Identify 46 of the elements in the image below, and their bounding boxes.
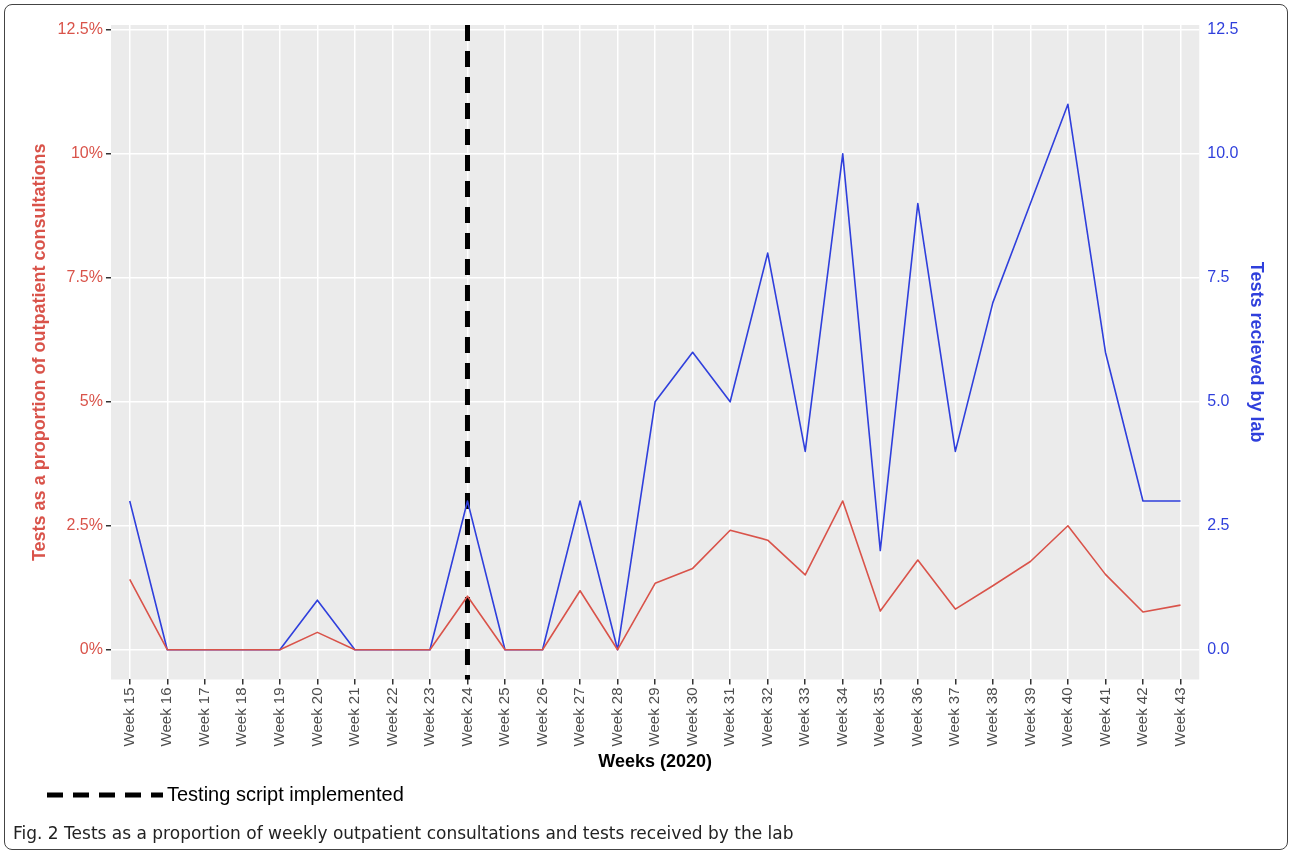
y-tick-label: 0% — [79, 640, 103, 658]
x-tick-label: Week 43 — [1170, 687, 1188, 747]
x-tick-label: Week 42 — [1133, 687, 1151, 747]
x-tick-label: Week 26 — [532, 687, 550, 747]
y2-tick-label: 0.0 — [1207, 640, 1230, 658]
x-tick-label: Week 27 — [570, 687, 588, 747]
x-tick-label: Week 34 — [832, 687, 850, 747]
x-tick-label: Week 36 — [907, 687, 925, 747]
x-tick-label: Week 41 — [1095, 687, 1113, 747]
x-tick-label: Week 25 — [495, 687, 513, 747]
y2-tick-label: 5.0 — [1207, 392, 1230, 410]
x-tick-label: Week 22 — [382, 687, 400, 747]
x-axis-title: Weeks (2020) — [598, 751, 712, 772]
x-tick-label: Week 23 — [420, 687, 438, 747]
y-tick-label: 10% — [70, 144, 103, 162]
x-tick-label: Week 30 — [682, 687, 700, 747]
y-tick-label: 5% — [79, 392, 103, 410]
y2-axis-title: Tests recieved by lab — [1247, 261, 1268, 443]
y2-tick-label: 7.5 — [1207, 268, 1230, 286]
y2-tick-label: 12.5 — [1207, 20, 1239, 38]
x-tick-label: Week 18 — [232, 687, 250, 747]
y-tick-label: 12.5% — [57, 20, 103, 38]
caption: Fig. 2 Tests as a proportion of weekly outpatient consultations and tests received by the lab — [13, 823, 794, 843]
x-tick-label: Week 38 — [983, 687, 1000, 747]
ref-line-label: Testing script implemented — [167, 782, 404, 805]
x-tick-label: Week 15 — [119, 687, 137, 747]
x-tick-label: Week 24 — [457, 687, 475, 747]
x-tick-label: Week 29 — [645, 687, 663, 747]
x-tick-label: Week 33 — [795, 687, 813, 747]
x-tick-label: Week 20 — [307, 687, 325, 747]
x-tick-label: Week 21 — [345, 687, 363, 747]
x-tick-label: Week 39 — [1020, 687, 1038, 747]
y-tick-label: 7.5% — [66, 268, 103, 286]
y-axis-title: Tests as a proportion of outpatient consultations — [28, 143, 49, 562]
x-tick-label: Week 28 — [607, 687, 625, 747]
y2-tick-label: 10.0 — [1207, 144, 1239, 162]
x-tick-label: Week 40 — [1058, 687, 1076, 747]
x-tick-label: Week 37 — [945, 687, 963, 747]
x-tick-label: Week 32 — [757, 687, 775, 747]
x-tick-label: Week 19 — [269, 687, 287, 747]
y2-tick-label: 2.5 — [1207, 516, 1230, 534]
x-tick-label: Week 35 — [870, 687, 888, 747]
y-tick-label: 2.5% — [66, 516, 103, 534]
x-tick-label: Week 17 — [194, 687, 212, 747]
x-tick-label: Week 31 — [720, 687, 738, 747]
x-tick-label: Week 16 — [157, 687, 175, 747]
